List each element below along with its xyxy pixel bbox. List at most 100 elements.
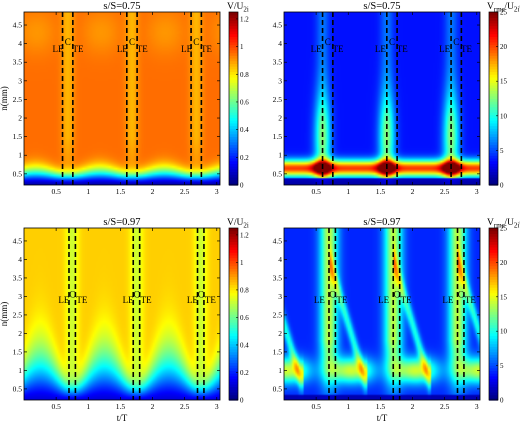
colorbar-swatch	[229, 147, 238, 151]
heatmap-field	[24, 12, 220, 185]
colorbar-swatch	[229, 335, 238, 339]
colorbar-swatch	[489, 109, 498, 113]
x-tick-label: 2	[151, 187, 155, 196]
colorbar-tick-label: 0.2	[240, 369, 249, 377]
colorbar-swatch	[489, 68, 498, 73]
colorbar-swatch	[229, 281, 238, 286]
colorbar-swatch	[229, 20, 238, 24]
colorbar-swatch	[489, 114, 498, 119]
x-tick-label: 3	[215, 187, 219, 196]
colorbar-swatch	[489, 157, 498, 162]
colorbar-swatch	[489, 130, 498, 135]
colorbar-swatch	[229, 57, 238, 62]
colorbar-tick-label: 1	[240, 43, 244, 51]
colorbar-tick-label: 1.2	[240, 231, 249, 239]
x-tick-label: 0.5	[51, 402, 61, 411]
colorbar-swatch	[229, 141, 238, 146]
colorbar-swatch	[489, 249, 498, 253]
colorbar-swatch	[489, 236, 498, 240]
y-tick-label: 1	[278, 151, 282, 160]
colorbar-tick-label: 5	[500, 147, 504, 155]
y-tick-label: 0.5	[13, 384, 23, 393]
colorbar-tick-label: 0.8	[240, 286, 249, 294]
colorbar-swatch	[489, 60, 498, 64]
colorbar-swatch	[489, 319, 498, 323]
colorbar-swatch	[229, 17, 238, 21]
colorbar-swatch	[489, 233, 498, 237]
colorbar-swatch	[489, 125, 498, 129]
marker-c: C	[198, 290, 204, 300]
colorbar-tick-label: 25	[500, 9, 508, 17]
colorbar-swatch	[229, 351, 238, 355]
y-tick-label: 4	[18, 255, 22, 264]
colorbar-swatch	[489, 330, 498, 334]
x-tick-label: 2.5	[440, 187, 450, 196]
colorbar-swatch	[229, 95, 238, 100]
colorbar-swatch	[489, 324, 498, 329]
colorbar-swatch	[489, 149, 498, 154]
colorbar-swatch	[489, 79, 498, 83]
colorbar-swatch	[489, 238, 498, 243]
annotation-le: LE	[375, 44, 386, 54]
colorbar-swatch	[229, 391, 238, 396]
colorbar-swatch	[489, 295, 498, 299]
chart-title: s/S=0.75	[103, 1, 140, 12]
y-tick-label: 3.5	[273, 273, 283, 282]
colorbar-swatch	[489, 303, 498, 307]
colorbar-swatch	[489, 33, 498, 37]
colorbar-swatch	[229, 343, 238, 347]
colorbar-swatch	[489, 98, 498, 102]
annotation-te: TE	[141, 295, 152, 305]
colorbar-label-sub: 2i	[243, 6, 249, 14]
colorbar-frame	[228, 11, 239, 186]
colorbar-swatch	[489, 152, 498, 156]
x-tick-label: 1	[86, 187, 90, 196]
colorbar-swatch	[489, 147, 498, 151]
colorbar-swatch	[489, 292, 498, 296]
colorbar-swatch	[489, 383, 498, 388]
colorbar-swatch	[489, 279, 498, 283]
colorbar-swatch	[489, 308, 498, 312]
colorbar-swatch	[229, 44, 238, 48]
heatmap-panel-a: LE TE LE TE LE TEC C C0.5 1 1.5 2 2.5 30.511.522.533…	[0, 1, 249, 196]
colorbar-swatch	[489, 17, 498, 21]
colorbar-swatch	[229, 166, 238, 170]
annotation-te: TE	[76, 295, 87, 305]
x-tick-label: 1	[86, 402, 90, 411]
y-tick-label: 0.5	[13, 169, 23, 178]
marker-c: C	[458, 290, 464, 300]
colorbar-swatch	[229, 354, 238, 358]
colorbar-swatch	[229, 55, 238, 59]
colorbar-swatch	[489, 359, 498, 363]
colorbar-swatch	[229, 133, 238, 137]
annotation-te: TE	[461, 44, 472, 54]
colorbar-swatch	[229, 397, 238, 401]
annotation-le: LE	[53, 44, 64, 54]
colorbar-swatch	[489, 252, 498, 256]
colorbar-swatch	[229, 367, 238, 372]
colorbar-swatch	[489, 47, 498, 51]
colorbar-label-sub: 2i	[243, 222, 249, 230]
colorbar-label-part: V/U	[227, 218, 244, 228]
colorbar-swatch	[229, 292, 238, 296]
colorbar-swatch	[229, 284, 238, 288]
colorbar-swatch	[229, 252, 238, 256]
colorbar-swatch	[229, 340, 238, 345]
y-axis-label: n(mm)	[0, 86, 9, 111]
y-tick-label: 1.5	[13, 132, 23, 141]
annotation-le: LE	[58, 295, 69, 305]
colorbar-swatch	[229, 66, 238, 70]
colorbar-swatch	[229, 14, 238, 19]
y-axis-label: n(mm)	[0, 302, 9, 327]
colorbar-swatch	[489, 230, 498, 234]
y-tick-label: 2	[278, 329, 282, 338]
colorbar-swatch	[489, 297, 498, 302]
colorbar-swatch	[489, 351, 498, 355]
colorbar-swatch	[489, 74, 498, 78]
colorbar-swatch	[229, 125, 238, 129]
colorbar-swatch	[229, 289, 238, 294]
colorbar-swatch	[489, 257, 498, 261]
x-tick-label: 1	[346, 187, 350, 196]
x-tick-label: 2	[411, 187, 415, 196]
x-axis-label: t/T	[377, 413, 388, 423]
